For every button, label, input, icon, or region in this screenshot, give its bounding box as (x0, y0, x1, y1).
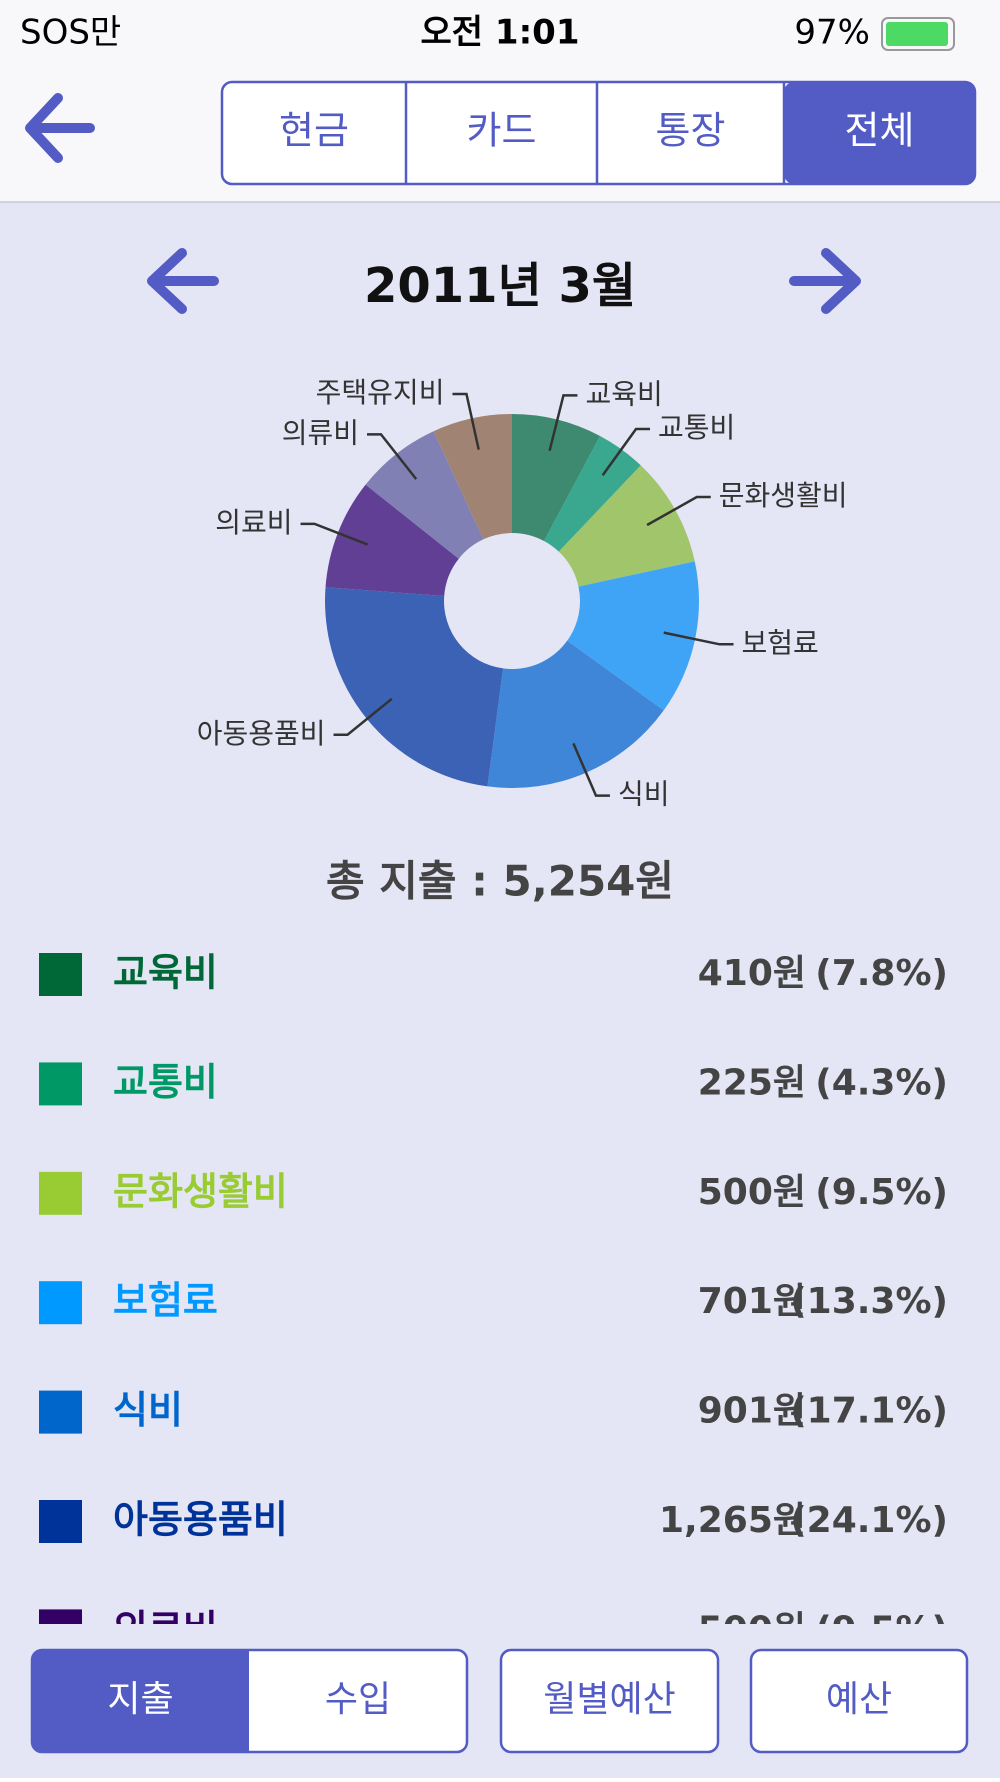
bottom-button[interactable]: 지출 (107, 1679, 173, 1720)
item-percent: (13.3%) (790, 1281, 948, 1322)
item-amount: 225원 (698, 1062, 806, 1103)
item-amount: 901원 (698, 1391, 806, 1432)
leader-line (366, 433, 418, 480)
item-amount: 500원 (698, 1172, 806, 1213)
legend-swatch (39, 1171, 82, 1215)
button-frame[interactable] (499, 1648, 720, 1754)
leader-line (572, 742, 610, 797)
bottom-button[interactable]: 예산 (826, 1679, 892, 1720)
slice-label: 아동용품비 (197, 717, 326, 750)
legend-swatch (39, 1500, 82, 1543)
pie-slice (433, 414, 512, 540)
legend-swatch (39, 1281, 82, 1325)
item-amount: 701원 (698, 1281, 806, 1322)
pie-slice (544, 436, 641, 552)
next-month[interactable] (789, 248, 861, 314)
item-amount: 410원 (698, 953, 806, 994)
item-name: 교육비 (113, 951, 218, 995)
legend-swatch (39, 1062, 82, 1106)
item-name: 보험료 (113, 1279, 218, 1323)
bottom-button[interactable]: 월별예산 (543, 1679, 675, 1720)
pie-slice (365, 431, 484, 559)
leader-line (601, 427, 651, 477)
slice-label: 보험료 (742, 626, 819, 659)
slice-label: 의료비 (215, 506, 292, 539)
slice-label: 의류비 (282, 416, 359, 449)
item-amount: 1,265원 (659, 1500, 806, 1541)
leader-line (333, 697, 393, 737)
tab[interactable]: 카드 (467, 109, 537, 153)
item-percent: (9.5%) (815, 1609, 948, 1650)
clock: 오전 1:01 (421, 13, 580, 53)
leader-line (300, 522, 369, 546)
pie-slice (512, 414, 601, 542)
pie-slice (325, 587, 504, 787)
pie-slice (325, 484, 459, 597)
battery-percent: 97% (794, 13, 870, 53)
tab[interactable]: 현금 (279, 109, 349, 153)
item-name: 의료비 (113, 1607, 218, 1651)
slice-label: 주택유지비 (316, 376, 445, 409)
carrier: SOS만 (20, 13, 121, 53)
item-name: 문화생활비 (113, 1169, 288, 1213)
leader-line (452, 392, 480, 450)
item-percent: (24.1%) (790, 1500, 948, 1541)
tab[interactable]: 통장 (656, 109, 726, 153)
item-percent: (7.8%) (815, 953, 948, 994)
leader-line (548, 394, 578, 451)
battery-icon (881, 17, 955, 51)
pie-slice (487, 640, 664, 788)
item-name: 아동용품비 (113, 1498, 288, 1542)
leader-line (646, 495, 711, 527)
month-title: 2011년 3월 (364, 258, 636, 314)
back-button[interactable] (25, 93, 95, 163)
item-amount: 500원 (698, 1609, 806, 1650)
leader-line (663, 631, 734, 646)
item-name: 교통비 (113, 1060, 218, 1104)
button-frame[interactable] (749, 1648, 969, 1754)
legend-swatch (39, 953, 82, 996)
total: 총 지출 : 5,254원 (326, 857, 674, 906)
tab[interactable]: 전체 (845, 109, 915, 153)
slice-label: 교육비 (585, 377, 662, 410)
segment-selected[interactable] (32, 1650, 249, 1752)
pie-slice (567, 561, 699, 711)
tab-selected[interactable] (784, 82, 975, 184)
slice-label: 교통비 (658, 411, 735, 444)
bottom-button[interactable]: 수입 (325, 1679, 391, 1720)
item-percent: (9.5%) (815, 1172, 948, 1213)
pie-slice (558, 465, 695, 587)
legend-swatch (39, 1609, 82, 1624)
slice-label: 문화생활비 (719, 479, 848, 512)
slice-label: 식비 (618, 778, 670, 811)
legend-swatch (39, 1390, 82, 1434)
item-percent: (17.1%) (790, 1391, 948, 1432)
prev-month[interactable] (147, 248, 219, 314)
item-name: 식비 (113, 1388, 183, 1432)
item-percent: (4.3%) (815, 1062, 948, 1103)
